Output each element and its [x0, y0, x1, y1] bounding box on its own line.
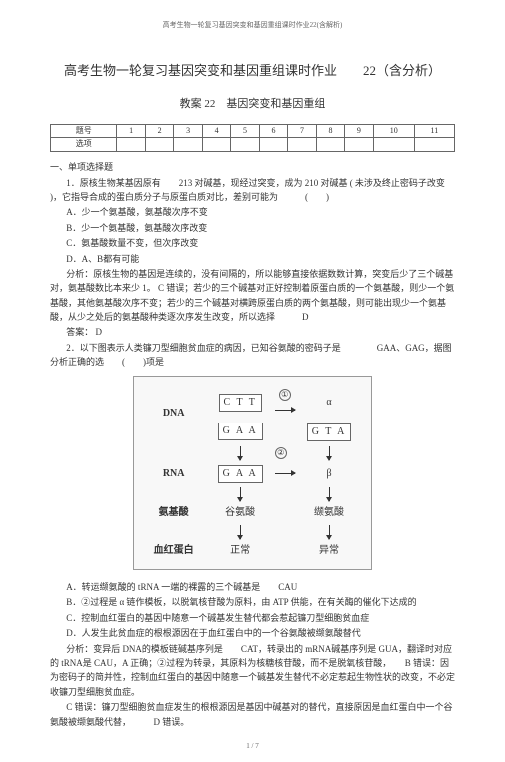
step-2-label: ② [275, 447, 287, 459]
q1-option-a: A．少一个氨基酸，氨基酸次序不变 [50, 205, 455, 219]
q2-analysis-1: 分析：变异后 DNA的模板链碱基序列是 CAT，转录出的 mRNA碱基序列是 G… [50, 642, 455, 700]
arrow-down-icon [240, 487, 241, 501]
grid-cell [288, 138, 316, 152]
arrow-down-icon [240, 525, 241, 539]
grid-cell: 1 [117, 124, 145, 138]
alpha-label: α [301, 385, 358, 421]
grid-cell [316, 138, 344, 152]
grid-cell [231, 138, 259, 152]
arrow-right-icon [275, 410, 295, 411]
grid-cell: 11 [414, 124, 454, 138]
codon-gaa-rna: G A A [218, 465, 263, 483]
grid-cell: 6 [259, 124, 287, 138]
step-1-label: ① [279, 389, 291, 401]
arrow-right-icon [275, 473, 295, 474]
sub-title: 教案 22 基因突变和基因重组 [50, 96, 455, 114]
grid-cell: 题号 [51, 124, 117, 138]
codon-ctt: C T T [219, 394, 262, 412]
grid-cell [202, 138, 230, 152]
arrow-down-icon [240, 446, 241, 460]
grid-cell: 4 [202, 124, 230, 138]
q1-stem: 1．原核生物某基因原有 213 对碱基，现经过突变，成为 210 对碱基 ( 未… [50, 176, 455, 205]
grid-cell: 5 [231, 124, 259, 138]
q2-option-a: A．转运缬氨酸的 tRNA 一端的裸露的三个碱基是 CAU [50, 580, 455, 594]
arrow-down-icon [329, 525, 330, 539]
grid-cell: 2 [145, 124, 173, 138]
grid-cell [259, 138, 287, 152]
grid-cell [345, 138, 373, 152]
grid-cell: 7 [288, 124, 316, 138]
arrow-down-icon [329, 487, 330, 501]
q2-diagram: DNA C T T ① α G A A G T A ② [133, 376, 373, 570]
answer-grid: 题号 1 2 3 4 5 6 7 8 9 10 11 选项 [50, 124, 455, 153]
codon-gta: G T A [307, 423, 352, 441]
q1-analysis: 分析：原核生物的基因是连续的，没有间隔的，所以能够直接依据数数计算，突变后少了三… [50, 267, 455, 325]
aa-valine: 缬氨酸 [301, 503, 358, 523]
grid-cell [174, 138, 202, 152]
q2-stem: 2．以下图表示人类镰刀型细胞贫血症的病因，已知谷氨酸的密码子是 GAA、GAG，… [50, 341, 455, 370]
diagram-label-rna: RNA [148, 463, 200, 485]
q1-option-c: C．氨基酸数量不变，但次序改变 [50, 236, 455, 250]
codon-gaa-dna: G A A [218, 423, 263, 440]
grid-cell [414, 138, 454, 152]
diagram-label-protein: 血红蛋白 [148, 541, 200, 561]
aa-glutamic: 谷氨酸 [212, 503, 269, 523]
q1-option-b: B．少一个氨基酸，氨基酸次序改变 [50, 221, 455, 235]
main-title: 高考生物一轮复习基因突变和基因重组课时作业 22（含分析） [50, 61, 455, 82]
q1-answer: 答案： D [50, 325, 455, 339]
grid-cell: 8 [316, 124, 344, 138]
grid-cell: 3 [174, 124, 202, 138]
grid-cell [373, 138, 414, 152]
q2-analysis-2: C 错误：镰刀型细胞贫血症发生的根根源因是基因中碱基对的替代，直接原因是血红蛋白… [50, 700, 455, 729]
q2-option-c: C．控制血红蛋白的基因中随意一个碱基发生替代都会惹起镰刀型细胞贫血症 [50, 611, 455, 625]
grid-cell: 10 [373, 124, 414, 138]
q2-option-b: B．②过程是 α 链作模板，以脱氧核苷酸为原料，由 ATP 供能，在有关酶的催化… [50, 595, 455, 609]
q1-option-d: D．A、B都有可能 [50, 252, 455, 266]
section-heading: 一、单项选择题 [50, 160, 455, 174]
page-header: 高考生物一轮复习基因突变和基因重组课时作业22(含解析) [50, 20, 455, 31]
page-number: 1 / 7 [50, 741, 455, 752]
arrow-down-icon [329, 446, 330, 460]
q2-option-d: D．人发生此贫血症的根根源因在于血红蛋白中的一个谷氨酸被缬氨酸替代 [50, 626, 455, 640]
diagram-label-dna: DNA [148, 385, 200, 443]
diagram-label-aminoacid: 氨基酸 [148, 503, 200, 523]
beta-label: β [301, 463, 358, 485]
grid-cell [117, 138, 145, 152]
protein-normal: 正常 [212, 541, 269, 561]
grid-cell: 9 [345, 124, 373, 138]
grid-cell: 选项 [51, 138, 117, 152]
protein-abnormal: 异常 [301, 541, 358, 561]
grid-cell [145, 138, 173, 152]
